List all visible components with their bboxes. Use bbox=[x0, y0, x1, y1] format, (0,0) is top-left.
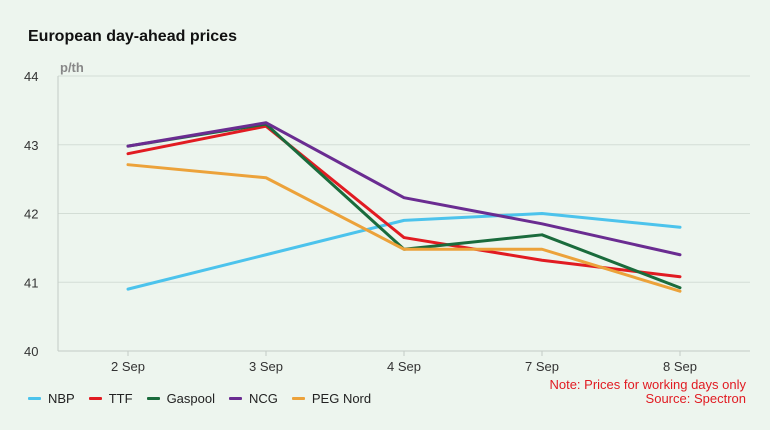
series-line-ttf bbox=[126, 124, 682, 279]
legend-label-nbp: NBP bbox=[48, 391, 75, 406]
legend-swatch-gaspool bbox=[146, 397, 160, 400]
x-tick-label-4: 8 Sep bbox=[663, 359, 697, 374]
legend-item-ncg: NCG bbox=[228, 391, 278, 406]
x-tick-label-3: 7 Sep bbox=[525, 359, 559, 374]
y-tick-label-44: 44 bbox=[24, 69, 38, 84]
legend-item-gaspool: Gaspool bbox=[146, 391, 215, 406]
series-line-nbp bbox=[126, 212, 682, 291]
series-line-ncg bbox=[126, 121, 682, 257]
legend-item-peg-nord: PEG Nord bbox=[291, 391, 372, 406]
legend-label-gaspool: Gaspool bbox=[166, 391, 215, 406]
source-text: Source: Spectron bbox=[645, 391, 746, 406]
notes-block: Note: Prices for working days only Sourc… bbox=[549, 378, 746, 406]
chart-title: European day-ahead prices bbox=[28, 28, 237, 45]
legend-swatch-nbp bbox=[28, 397, 41, 400]
legend-item-nbp: NBP bbox=[28, 391, 75, 406]
y-tick-label-40: 40 bbox=[24, 344, 38, 359]
note-text: Note: Prices for working days only bbox=[549, 377, 746, 392]
legend-swatch-ttf bbox=[88, 397, 102, 400]
y-tick-label-41: 41 bbox=[24, 275, 38, 290]
y-tick-label-43: 43 bbox=[24, 138, 38, 153]
legend-label-peg-nord: PEG Nord bbox=[311, 391, 372, 406]
series-line-peg-nord bbox=[126, 163, 682, 293]
legend-item-ttf: TTF bbox=[88, 391, 133, 406]
legend-label-ncg: NCG bbox=[248, 391, 278, 406]
x-tick-label-0: 2 Sep bbox=[111, 359, 145, 374]
legend-swatch-ncg bbox=[228, 397, 242, 400]
legend-label-ttf: TTF bbox=[108, 391, 133, 406]
y-tick-label-42: 42 bbox=[24, 207, 38, 222]
series-line-gaspool bbox=[126, 122, 682, 290]
x-tick-label-1: 3 Sep bbox=[249, 359, 283, 374]
legend-swatch-peg-nord bbox=[291, 397, 305, 400]
y-axis-unit-label: p/th bbox=[60, 60, 84, 75]
x-tick-label-2: 4 Sep bbox=[387, 359, 421, 374]
legend: NBP TTF Gaspool NCG PEG Nord bbox=[28, 391, 385, 406]
